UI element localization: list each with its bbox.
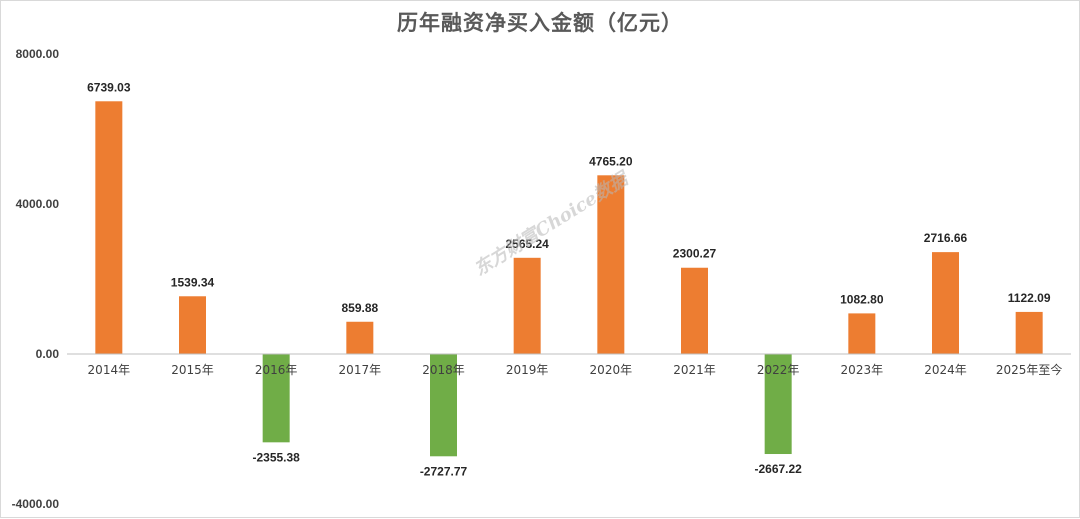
data-label: -2355.38 bbox=[252, 450, 300, 464]
x-tick-label: 2014年 bbox=[88, 363, 131, 377]
y-tick-label: 0.00 bbox=[36, 347, 60, 361]
y-tick-label: 4000.00 bbox=[16, 197, 60, 211]
x-tick-label: 2015年 bbox=[171, 363, 214, 377]
data-label: 4765.20 bbox=[589, 154, 633, 168]
data-label: 2716.66 bbox=[924, 231, 968, 245]
x-tick-label: 2021年 bbox=[673, 363, 716, 377]
bar bbox=[848, 313, 876, 354]
y-tick-label: -4000.00 bbox=[12, 497, 60, 511]
y-tick-label: 8000.00 bbox=[16, 47, 60, 61]
data-label: -2727.77 bbox=[420, 464, 468, 478]
data-label: 1082.80 bbox=[840, 292, 884, 306]
chart-title: 历年融资净买入金额（亿元） bbox=[397, 11, 683, 35]
x-tick-label: 2023年 bbox=[841, 363, 884, 377]
x-tick-label: 2017年 bbox=[339, 363, 382, 377]
bar bbox=[764, 354, 792, 455]
x-tick-label: 2020年 bbox=[590, 363, 633, 377]
bar bbox=[1015, 311, 1043, 354]
bar bbox=[430, 354, 457, 457]
bar bbox=[597, 175, 625, 354]
data-label: 859.88 bbox=[341, 301, 378, 315]
data-label: 2300.27 bbox=[673, 247, 717, 261]
data-label: 1539.34 bbox=[171, 275, 215, 289]
bar bbox=[95, 101, 123, 354]
bar bbox=[262, 354, 290, 443]
x-tick-label: 2019年 bbox=[506, 363, 549, 377]
data-label: -2667.22 bbox=[754, 462, 802, 476]
bar bbox=[932, 252, 959, 354]
x-tick-label: 2022年 bbox=[757, 363, 800, 377]
data-label: 6739.03 bbox=[87, 80, 131, 94]
bar bbox=[681, 267, 708, 354]
data-label: 1122.09 bbox=[1008, 291, 1051, 305]
bar bbox=[179, 296, 206, 354]
bar bbox=[513, 257, 541, 354]
data-label: 2565.24 bbox=[505, 237, 549, 251]
x-tick-label: 2024年 bbox=[924, 363, 967, 377]
x-tick-label: 2016年 bbox=[255, 363, 298, 377]
bar bbox=[346, 321, 374, 354]
x-tick-label: 2018年 bbox=[422, 363, 465, 377]
x-tick-label: 2025年至今 bbox=[996, 362, 1063, 377]
